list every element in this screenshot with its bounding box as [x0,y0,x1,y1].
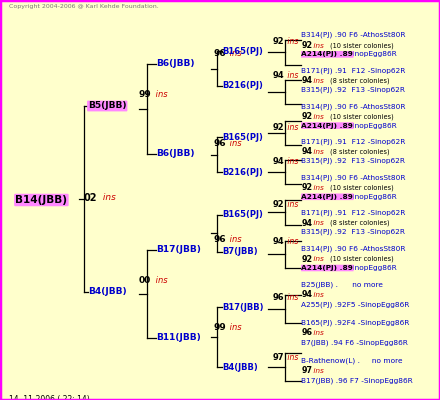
Text: 92: 92 [301,184,312,192]
Text: (10 sister colonies): (10 sister colonies) [330,185,394,191]
Text: (10 sister colonies): (10 sister colonies) [330,114,394,120]
Text: 97: 97 [273,353,284,362]
Text: B216(PJ): B216(PJ) [222,168,263,176]
Text: 96: 96 [273,293,284,302]
Text: B314(PJ) .90 F6 -AthosSt80R: B314(PJ) .90 F6 -AthosSt80R [301,246,406,252]
Text: B216(PJ): B216(PJ) [222,82,263,90]
Text: 92: 92 [273,123,284,132]
Text: ins: ins [153,276,168,285]
Text: 94: 94 [273,72,284,80]
Text: ins: ins [311,43,324,49]
Text: ins: ins [311,368,324,374]
Text: ins: ins [311,114,324,120]
Text: B6(JBB): B6(JBB) [156,60,194,68]
Text: Copyright 2004-2006 @ Karl Kehde Foundation.: Copyright 2004-2006 @ Karl Kehde Foundat… [9,4,158,9]
Text: (10 sister colonies): (10 sister colonies) [330,42,394,49]
Text: B17(JBB) .96 F7 -SinopEgg86R: B17(JBB) .96 F7 -SinopEgg86R [301,378,413,384]
Text: ins: ins [227,323,241,332]
Text: 94: 94 [301,290,312,299]
Text: 99: 99 [139,90,151,99]
Text: ins: ins [227,139,241,148]
Text: ins: ins [311,78,324,84]
Text: 14. 11-2006 ( 22: 14): 14. 11-2006 ( 22: 14) [9,395,90,400]
Text: ins: ins [100,194,116,202]
Text: 94: 94 [301,76,312,85]
Text: 92: 92 [273,37,284,46]
Text: B171(PJ) .91  F12 -Sinop62R: B171(PJ) .91 F12 -Sinop62R [301,210,406,216]
Text: 97: 97 [301,366,312,375]
Text: ins: ins [285,72,298,80]
Text: B25(JBB) .      no more: B25(JBB) . no more [301,282,383,288]
Text: ins: ins [285,158,298,166]
Text: B165(PJ): B165(PJ) [222,133,263,142]
Text: 02: 02 [84,193,97,203]
Text: B14(JBB): B14(JBB) [15,195,67,205]
Text: ins: ins [227,235,241,244]
Text: B7(JBB) .94 F6 -SinopEgg86R: B7(JBB) .94 F6 -SinopEgg86R [301,340,408,346]
Text: A214(PJ) .89: A214(PJ) .89 [301,265,353,271]
Text: 92: 92 [301,41,312,50]
Text: ins: ins [285,123,298,132]
Text: B315(PJ) .92  F13 -Sinop62R: B315(PJ) .92 F13 -Sinop62R [301,158,405,164]
Text: B4(JBB): B4(JBB) [222,363,258,372]
Text: A214(PJ) .89: A214(PJ) .89 [301,194,353,200]
Text: B165(PJ) .92F4 -SinopEgg86R: B165(PJ) .92F4 -SinopEgg86R [301,320,410,326]
Text: A214(PJ) .89: A214(PJ) .89 [301,51,353,57]
Text: ins: ins [285,37,298,46]
Text: F3 -SinopEgg86R: F3 -SinopEgg86R [334,122,396,128]
Text: B315(PJ) .92  F13 -Sinop62R: B315(PJ) .92 F13 -Sinop62R [301,229,405,235]
Text: F3 -SinopEgg86R: F3 -SinopEgg86R [334,265,396,271]
Text: ins: ins [285,293,298,302]
Text: B165(PJ): B165(PJ) [222,47,263,56]
Text: ins: ins [227,49,241,58]
Text: B314(PJ) .90 F6 -AthosSt80R: B314(PJ) .90 F6 -AthosSt80R [301,174,406,181]
Text: A214(PJ) .89: A214(PJ) .89 [301,122,353,128]
Text: 94: 94 [273,238,284,246]
Text: ins: ins [311,330,324,336]
Text: (8 sister colonies): (8 sister colonies) [330,78,390,84]
Text: B17(JBB): B17(JBB) [156,246,201,254]
Text: 92: 92 [301,112,312,121]
Text: (8 sister colonies): (8 sister colonies) [330,220,390,226]
Text: ins: ins [311,292,324,298]
Text: 96: 96 [301,328,312,337]
Text: ins: ins [311,256,324,262]
Text: ins: ins [153,90,168,99]
Text: B171(PJ) .91  F12 -Sinop62R: B171(PJ) .91 F12 -Sinop62R [301,67,406,74]
Text: ins: ins [311,220,324,226]
Text: B11(JBB): B11(JBB) [156,334,201,342]
Text: (8 sister colonies): (8 sister colonies) [330,149,390,155]
Text: ins: ins [285,238,298,246]
Text: F3 -SinopEgg86R: F3 -SinopEgg86R [334,51,396,57]
Text: B-Rathenow(L) .     no more: B-Rathenow(L) . no more [301,358,403,364]
Text: B315(PJ) .92  F13 -Sinop62R: B315(PJ) .92 F13 -Sinop62R [301,86,405,93]
Text: 00: 00 [139,276,151,285]
Text: 96: 96 [213,235,226,244]
Text: F3 -SinopEgg86R: F3 -SinopEgg86R [334,194,396,200]
Text: 94: 94 [273,158,284,166]
Text: ins: ins [285,353,298,362]
Text: 96: 96 [213,139,226,148]
Text: B5(JBB): B5(JBB) [88,102,127,110]
Text: 96: 96 [213,49,226,58]
Text: 99: 99 [213,323,226,332]
Text: B165(PJ): B165(PJ) [222,210,263,219]
Text: B6(JBB): B6(JBB) [156,150,194,158]
Text: B4(JBB): B4(JBB) [88,288,127,296]
Text: B314(PJ) .90 F6 -AthosSt80R: B314(PJ) .90 F6 -AthosSt80R [301,32,406,38]
Text: ins: ins [311,149,324,155]
Text: 92: 92 [301,255,312,264]
Text: 92: 92 [273,200,284,209]
Text: ins: ins [311,185,324,191]
Text: ins: ins [285,200,298,209]
Text: B314(PJ) .90 F6 -AthosSt80R: B314(PJ) .90 F6 -AthosSt80R [301,103,406,110]
Text: 94: 94 [301,148,312,156]
Text: B17(JBB): B17(JBB) [222,303,264,312]
Text: A255(PJ) .92F5 -SinopEgg86R: A255(PJ) .92F5 -SinopEgg86R [301,302,410,308]
Text: B171(PJ) .91  F12 -Sinop62R: B171(PJ) .91 F12 -Sinop62R [301,138,406,145]
Text: 94: 94 [301,219,312,228]
Text: B7(JBB): B7(JBB) [222,248,258,256]
Text: (10 sister colonies): (10 sister colonies) [330,256,394,262]
